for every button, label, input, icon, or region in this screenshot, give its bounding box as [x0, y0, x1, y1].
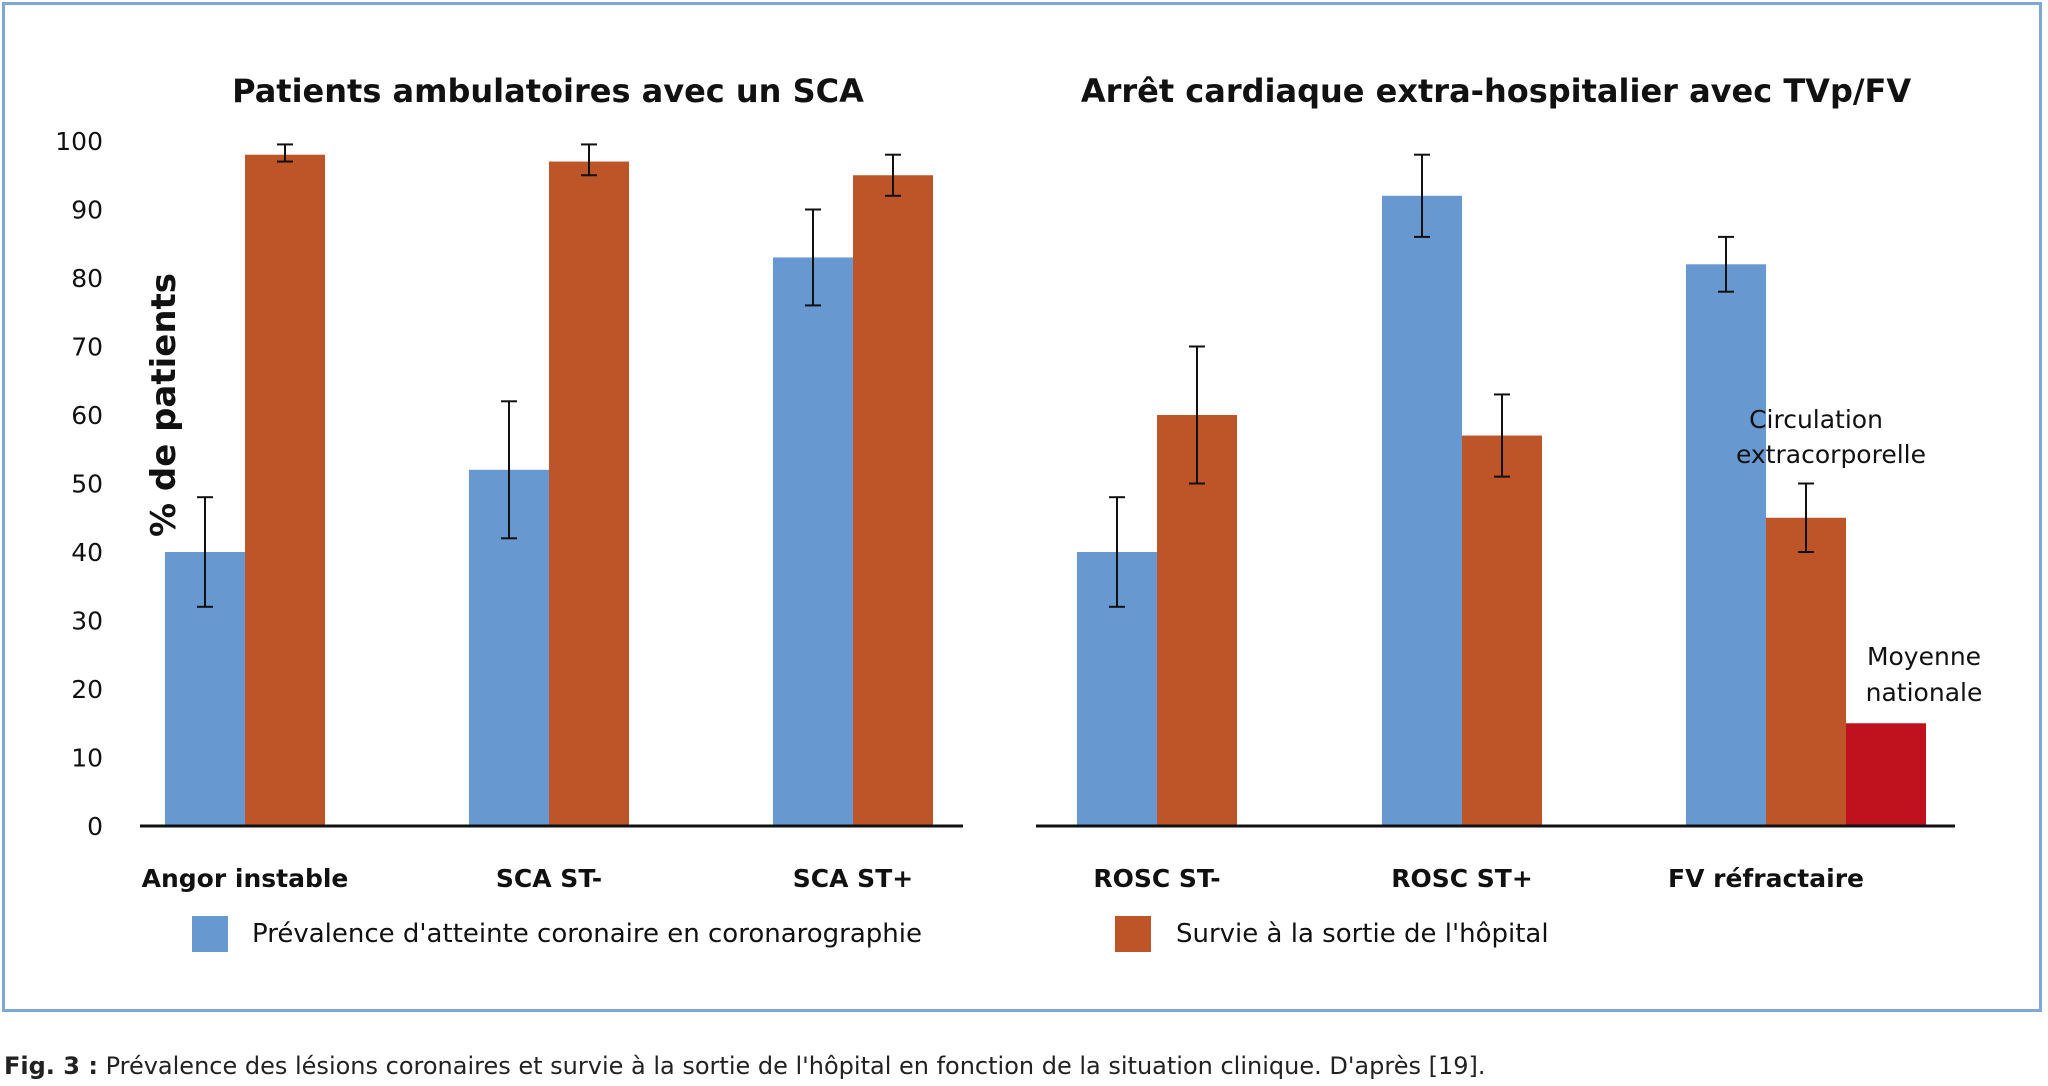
y-tick-label: 40	[71, 538, 103, 567]
category-label: FV réfractaire	[1668, 864, 1864, 893]
y-tick-label: 30	[71, 607, 103, 636]
y-tick-label: 80	[71, 264, 103, 293]
y-tick-label: 0	[87, 812, 103, 841]
annotation-label: Circulation	[1749, 405, 1883, 434]
y-tick-label: 70	[71, 333, 103, 362]
chart: 0 10 20 30 40 50 60 70 80 90 100 % de patients Patie…	[55, 72, 1983, 952]
panel-title: Patients ambulatoires avec un SCA	[232, 72, 864, 110]
error-bar	[277, 143, 293, 163]
error-bar	[1109, 496, 1125, 608]
legend-swatch	[192, 916, 228, 952]
y-tick-label: 50	[71, 470, 103, 499]
national-average-label: Moyenne	[1867, 642, 1981, 671]
y-tick-label: 100	[55, 127, 103, 156]
bar-survival	[1766, 517, 1846, 826]
error-bar	[1718, 235, 1734, 293]
error-bar	[581, 143, 597, 177]
national-average-label: nationale	[1866, 678, 1983, 707]
category-label: Angor instable	[142, 864, 349, 893]
y-tick-label: 90	[71, 196, 103, 225]
caption-label: Fig. 3 :	[4, 1052, 98, 1080]
bar-national-average	[1846, 723, 1926, 826]
category-label: SCA ST+	[793, 864, 913, 893]
y-axis-label: % de patients	[144, 273, 184, 537]
error-bar	[885, 153, 901, 197]
annotation-label: extracorporelle	[1736, 440, 1926, 469]
y-tick-label: 60	[71, 401, 103, 430]
bar-survival	[1462, 435, 1542, 826]
caption-text: Prévalence des lésions coronaires et sur…	[97, 1052, 1486, 1080]
bar-survival	[245, 154, 325, 826]
bar-prevalence	[773, 257, 853, 826]
error-bar	[197, 496, 213, 608]
legend-label: Survie à la sortie de l'hôpital	[1176, 919, 1549, 949]
error-bar	[501, 400, 517, 540]
category-label: SCA ST-	[496, 864, 602, 893]
legend-swatch	[1115, 916, 1151, 952]
legend-label: Prévalence d'atteinte coronaire en coron…	[252, 919, 922, 949]
bar-prevalence	[1686, 264, 1766, 826]
bar-survival	[549, 161, 629, 827]
bar-survival	[853, 175, 933, 826]
error-bar	[1414, 153, 1430, 238]
category-label: ROSC ST-	[1093, 864, 1220, 893]
y-tick-label: 10	[71, 744, 103, 773]
error-bar	[805, 208, 821, 307]
error-bar	[1189, 345, 1205, 485]
error-bar	[1494, 393, 1510, 478]
category-label: ROSC ST+	[1391, 864, 1533, 893]
error-bar	[1798, 482, 1814, 553]
figure-caption: Fig. 3 : Prévalence des lésions coronair…	[4, 1052, 1486, 1080]
y-tick-label: 20	[71, 675, 103, 704]
panel-title: Arrêt cardiaque extra-hospitalier avec T…	[1081, 72, 1912, 110]
bar-prevalence	[1382, 195, 1462, 827]
